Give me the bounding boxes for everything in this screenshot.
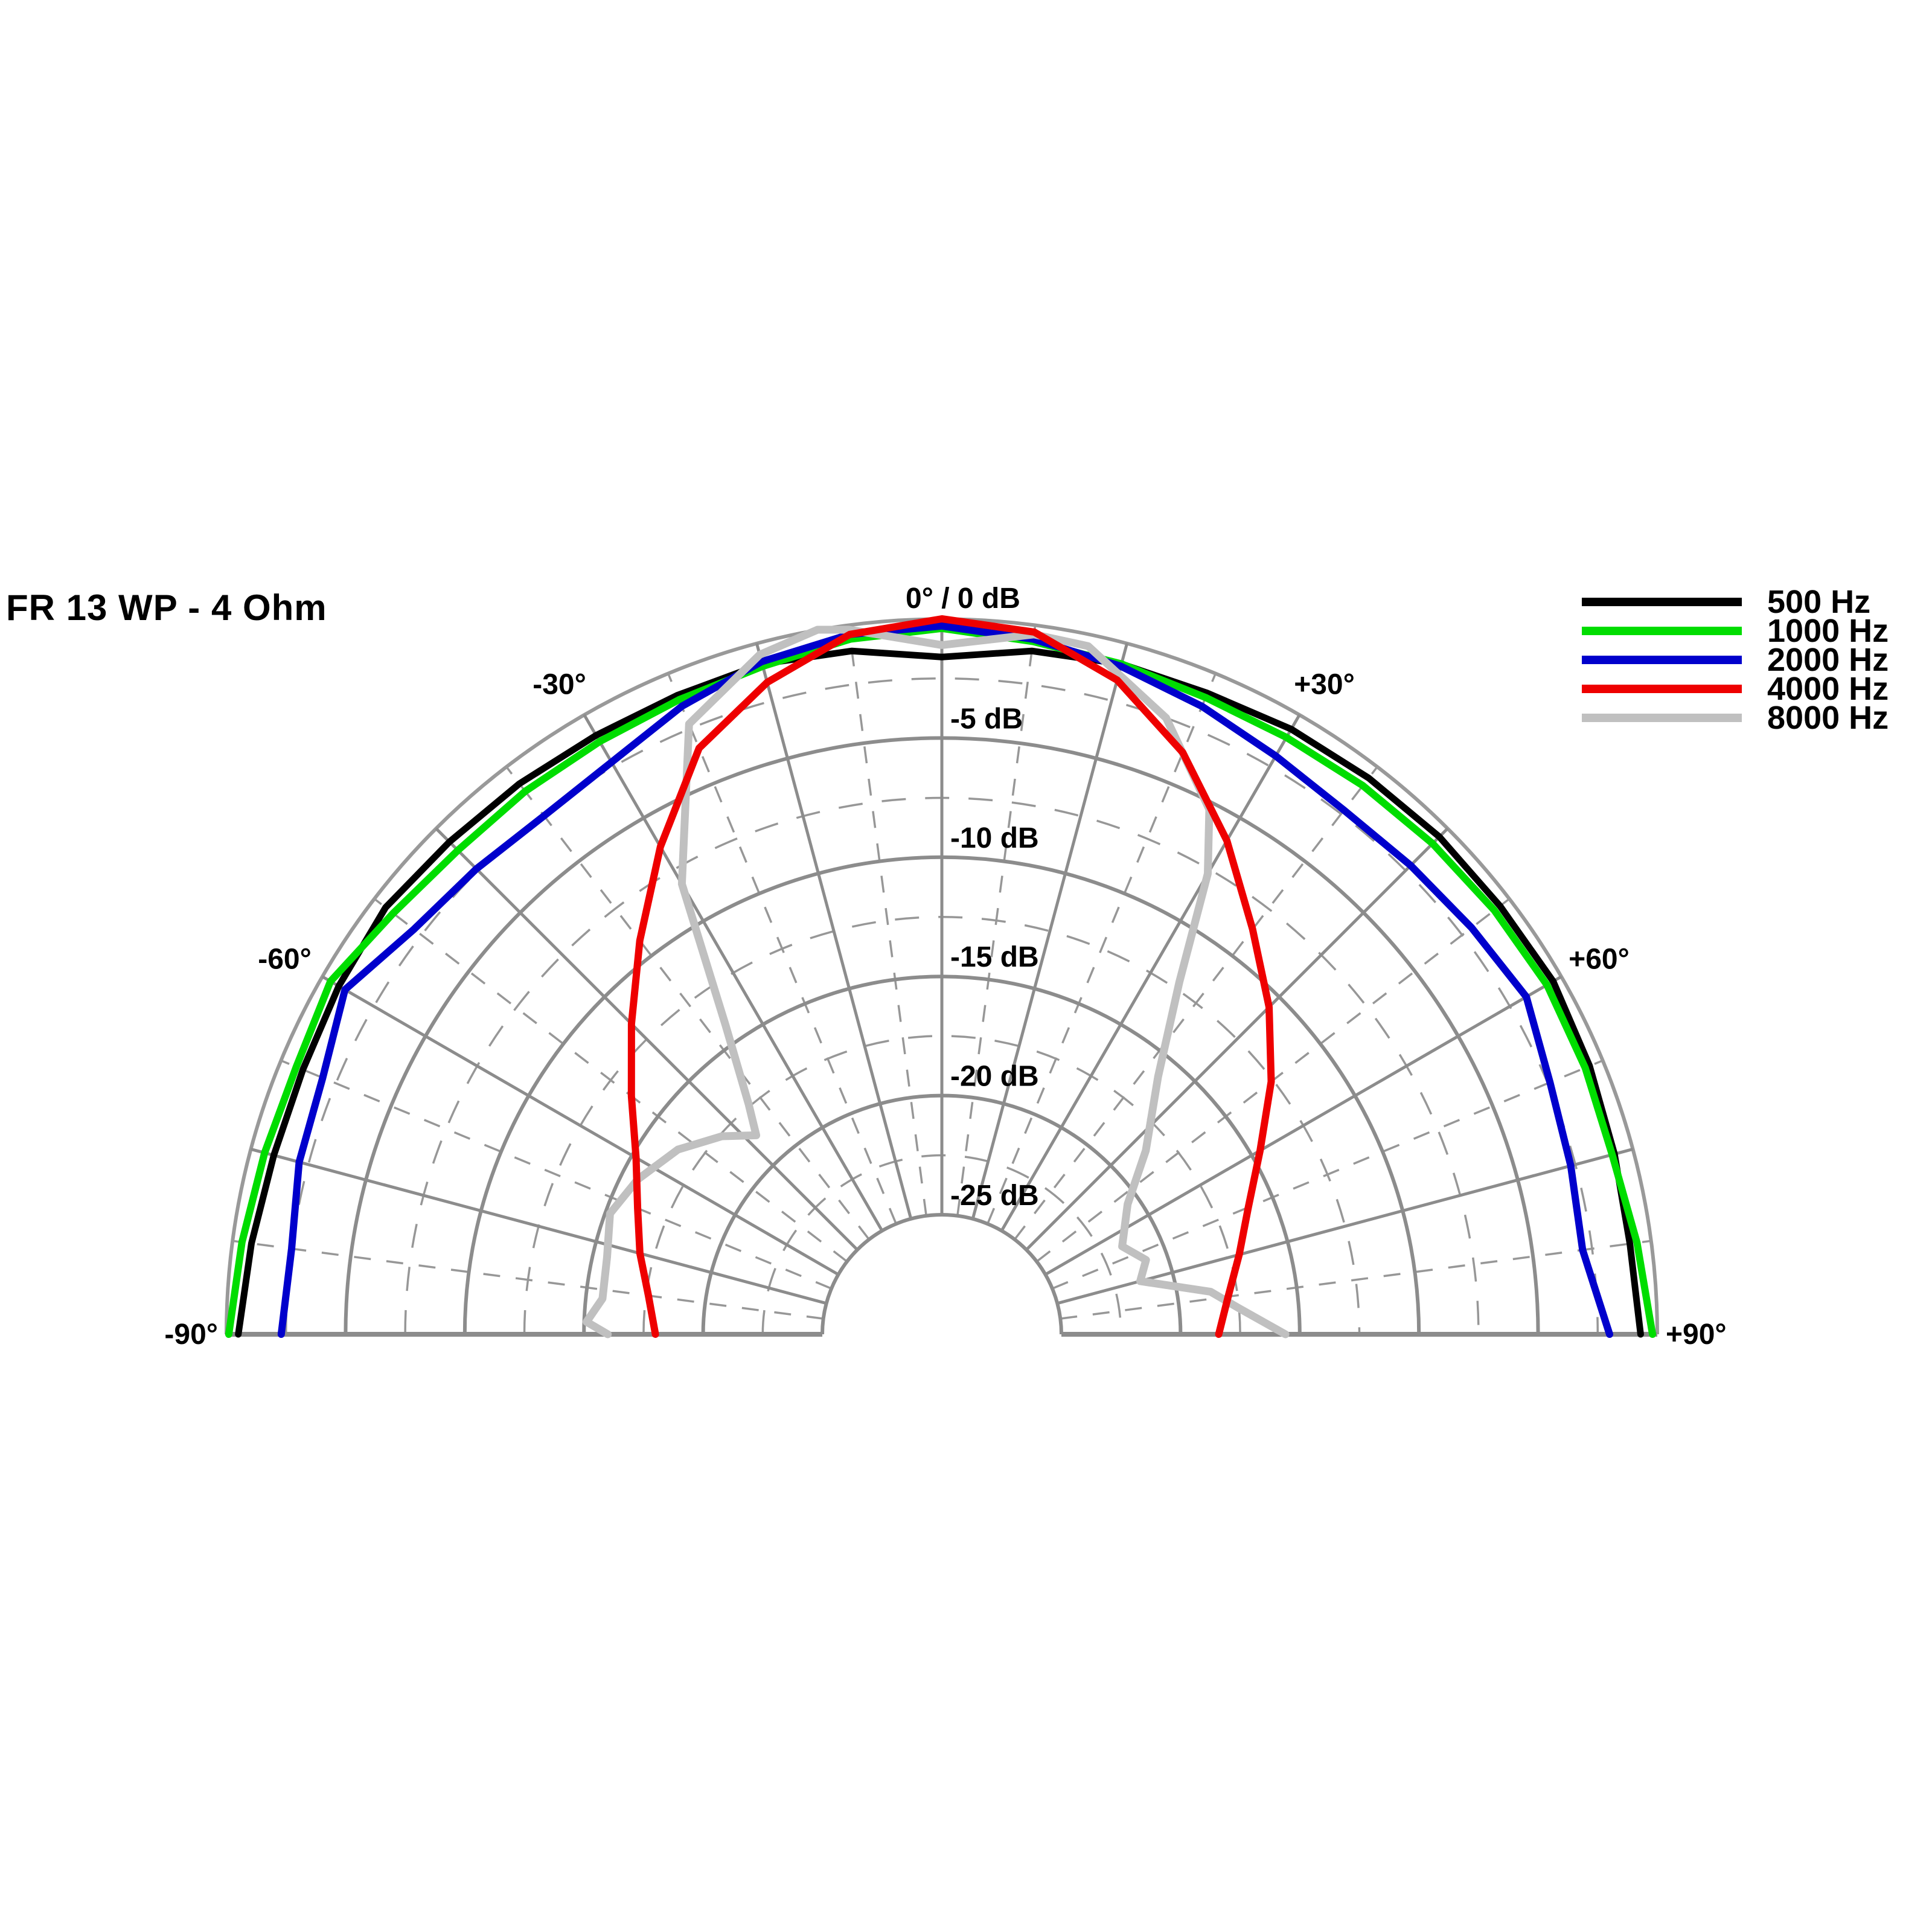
curve-2000hz xyxy=(277,622,1613,1338)
chart-title: FR 13 WP - 4 Ohm xyxy=(6,587,327,628)
angle-label-60deg: +60° xyxy=(1569,944,1630,976)
db-label--10: -10 dB xyxy=(950,822,1039,854)
grid-radial-solid-30deg xyxy=(1000,714,1301,1232)
grid-radial-dashed--22.5deg xyxy=(667,673,897,1224)
grid-arc-solid--25dB xyxy=(820,1213,1063,1335)
grid-radial-solid-75deg xyxy=(1057,1147,1634,1305)
grid-radial-dashed-82.5deg xyxy=(1060,1239,1652,1320)
grid-radial-solid--15deg xyxy=(755,642,913,1220)
legend-label: 4000 Hz xyxy=(1767,671,1889,707)
angle-label-0deg: 0° / 0 dB xyxy=(906,583,1020,615)
grid-radial-dashed--67.5deg xyxy=(280,1059,832,1290)
grid-radial-dashed-7.5deg xyxy=(956,624,1037,1216)
db-label--20: -20 dB xyxy=(950,1061,1039,1093)
db-label--25: -25 dB xyxy=(950,1180,1039,1212)
db-label--5: -5 dB xyxy=(950,703,1023,735)
legend-label: 2000 Hz xyxy=(1767,642,1889,678)
legend-label: 8000 Hz xyxy=(1767,700,1889,736)
grid-radial-dashed--7.5deg xyxy=(847,624,927,1216)
curve-500hz xyxy=(235,647,1644,1338)
curve-8000hz xyxy=(583,625,1290,1339)
grid-radial-dashed-22.5deg xyxy=(987,673,1217,1224)
legend-item-8000hz: 8000 Hz xyxy=(1582,700,1889,736)
grid-radial-dashed-67.5deg xyxy=(1052,1059,1604,1290)
grid-radial-solid-45deg xyxy=(1025,827,1449,1251)
grid-radial-solid-15deg xyxy=(971,642,1129,1220)
legend-item-500hz: 500 Hz xyxy=(1582,584,1889,620)
legend: 500 Hz 1000 Hz 2000 Hz 4000 Hz 8000 Hz xyxy=(1582,584,1889,736)
legend-swatch-4000hz xyxy=(1582,685,1742,693)
grid-radial-dashed--37.5deg xyxy=(505,766,870,1240)
grid-radial-solid--30deg xyxy=(583,714,884,1232)
grid-arc-dashed--17.5dB xyxy=(642,1035,1241,1335)
legend-item-2000hz: 2000 Hz xyxy=(1582,642,1889,678)
legend-swatch-1000hz xyxy=(1582,627,1742,635)
grid-radial-solid-60deg xyxy=(1044,975,1563,1276)
legend-swatch-8000hz xyxy=(1582,714,1742,722)
grid-radial-dashed--82.5deg xyxy=(232,1239,824,1320)
angle-label--30deg: -30° xyxy=(533,669,586,701)
angle-label--60deg: -60° xyxy=(258,944,312,976)
angle-label-90deg: +90° xyxy=(1666,1319,1727,1351)
legend-label: 1000 Hz xyxy=(1767,613,1889,649)
grid-radial-dashed--52.5deg xyxy=(373,898,848,1262)
legend-swatch-500hz xyxy=(1582,598,1742,606)
legend-item-1000hz: 1000 Hz xyxy=(1582,613,1889,649)
angle-label--90deg: -90° xyxy=(164,1319,218,1351)
grid-radial-dashed-37.5deg xyxy=(1014,766,1378,1240)
curve-4000hz xyxy=(627,615,1275,1338)
legend-item-4000hz: 4000 Hz xyxy=(1582,671,1889,707)
grid-radial-solid--60deg xyxy=(321,975,839,1276)
legend-label: 500 Hz xyxy=(1767,584,1871,620)
angle-label-30deg: +30° xyxy=(1294,669,1355,701)
grid-radial-solid--45deg xyxy=(435,827,859,1251)
db-label--15: -15 dB xyxy=(950,941,1039,973)
legend-swatch-2000hz xyxy=(1582,656,1742,664)
grid-radial-solid--75deg xyxy=(250,1147,827,1305)
